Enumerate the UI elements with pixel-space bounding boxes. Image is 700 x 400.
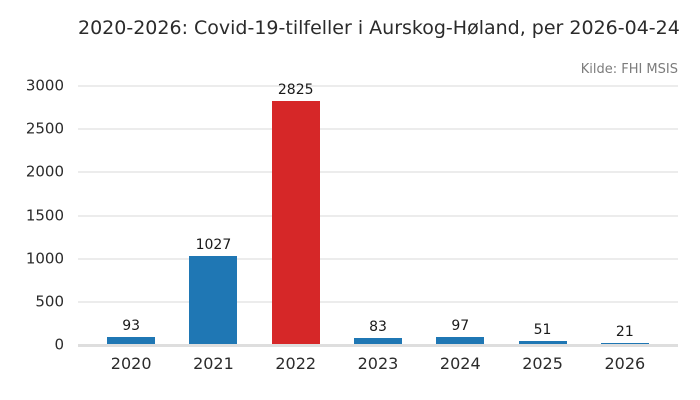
y-tick-label-3000: 3000	[25, 76, 64, 95]
y-tick-label-2500: 2500	[25, 119, 64, 138]
bar-2023	[353, 338, 402, 345]
bar-slot-2022: 2825	[255, 82, 337, 345]
x-tick-label-2025: 2025	[522, 354, 563, 373]
x-tick-label-2024: 2024	[439, 354, 481, 373]
y-tick-label-1500: 1500	[25, 206, 64, 224]
bar-slot-2025: 51	[501, 86, 583, 345]
bar-2025	[518, 341, 567, 345]
value-label-2020: 93	[122, 318, 141, 334]
x-tick-label-2020: 2020	[110, 354, 152, 373]
gridline-2000	[78, 171, 678, 174]
source-annotation: Kilde: FHI MSIS	[580, 62, 678, 77]
x-tick-label-2021: 2021	[193, 354, 234, 373]
x-tick-label-2023: 2023	[357, 354, 399, 373]
value-label-2026: 21	[615, 324, 634, 340]
value-label-2022: 2825	[277, 82, 314, 98]
bar-2022	[271, 101, 320, 345]
bar-2020	[107, 337, 156, 345]
y-tick-label-2000: 2000	[25, 162, 64, 181]
bar-slot-2020: 93	[90, 86, 172, 345]
gridline-1000	[78, 257, 678, 260]
y-tick-label-500: 500	[35, 292, 64, 311]
bar-2021	[189, 256, 238, 345]
x-axis-line	[78, 344, 678, 347]
gridline-3000	[78, 85, 678, 87]
bar-slot-2021: 1027	[172, 86, 254, 345]
bar-2024	[436, 337, 485, 345]
plot-area: 93 1027 2825 83 97 51 21	[78, 82, 678, 347]
value-label-2021: 1027	[195, 237, 232, 253]
chart-title: 2020-2026: Covid-19-tilfeller i Aurskog-…	[78, 17, 680, 39]
gridline-2500	[78, 128, 678, 131]
value-label-2023: 83	[369, 319, 387, 335]
x-tick-label-2022: 2022	[275, 354, 317, 373]
x-axis-tick-labels: 2020 2021 2022 2023 2024 2025 2026	[90, 356, 666, 372]
x-tick-label-2026: 2026	[604, 354, 646, 373]
value-label-2024: 97	[451, 318, 470, 334]
value-label-2025: 51	[533, 322, 552, 338]
gridline-1500	[78, 214, 678, 217]
bars-layer: 93 1027 2825 83 97 51 21	[90, 82, 666, 345]
bar-slot-2024: 97	[419, 86, 501, 345]
bar-slot-2026: 21	[584, 86, 666, 345]
bar-slot-2023: 83	[337, 86, 419, 345]
y-tick-label-0: 0	[54, 335, 64, 354]
gridline-500	[78, 300, 678, 303]
y-tick-label-1000: 1000	[25, 249, 64, 268]
